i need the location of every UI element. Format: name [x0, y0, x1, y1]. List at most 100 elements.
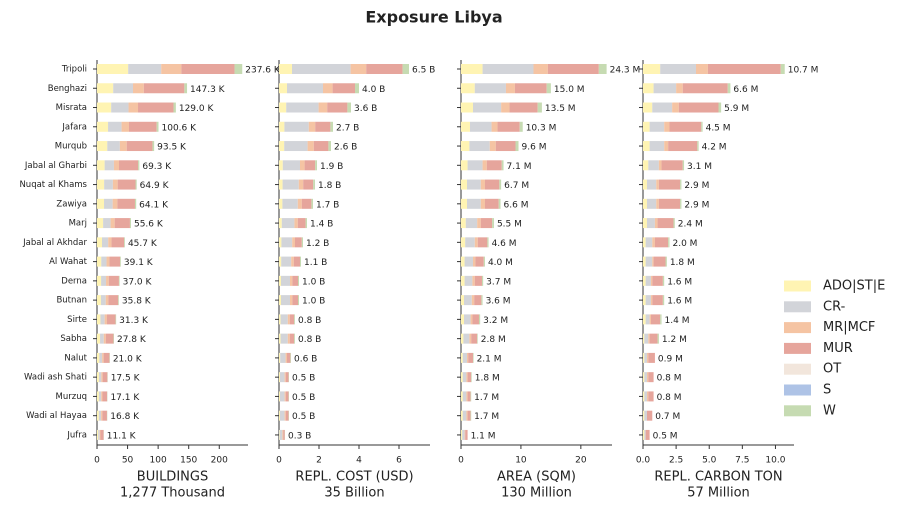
total-label: 2.9 M [684, 181, 709, 191]
bar-segment [103, 352, 110, 363]
bar-segment [470, 410, 472, 421]
bar-segment [680, 179, 682, 190]
bar-segment [280, 410, 285, 421]
bar-segment [643, 160, 649, 171]
bar-segment [697, 141, 699, 152]
bar-segment [643, 237, 646, 248]
bar-segment [100, 295, 106, 306]
bar-segment [643, 64, 661, 74]
bar-segment [462, 391, 467, 402]
bar-segment [643, 275, 646, 286]
bar-segment [300, 256, 301, 267]
bar-segment [466, 372, 468, 383]
bar-segment [113, 160, 120, 171]
bar-segment [120, 256, 121, 267]
bar-segment [97, 275, 102, 286]
bar-segment [467, 391, 471, 402]
bar-segment [97, 333, 101, 344]
total-label: 0.5 B [292, 374, 315, 384]
bar-segment [184, 83, 188, 94]
bar-segment [114, 218, 130, 229]
bar-segment [463, 314, 471, 325]
bar-segment [461, 198, 467, 209]
total-label: 45.7 K [128, 239, 158, 249]
bar-segment [97, 102, 112, 113]
total-label: 0.5 B [292, 393, 315, 403]
bar-segment [305, 218, 307, 229]
total-label: 3.1 M [687, 162, 712, 172]
bar-segment [461, 102, 473, 113]
y-tick-label: Derna [61, 276, 87, 286]
x-tick-label: 150 [180, 456, 197, 466]
bar-segment [97, 83, 114, 94]
bar-segment [461, 333, 464, 344]
bar-segment [469, 141, 490, 152]
total-label: 24.3 M [610, 66, 641, 76]
x-axis-label: BUILDINGS [137, 470, 208, 485]
total-label: 1.4 M [665, 316, 690, 326]
y-tick-label: Zawiya [56, 199, 87, 209]
bar-segment [282, 429, 284, 440]
bar-segment [646, 179, 657, 190]
bar-segment [643, 333, 645, 344]
total-label: 0.8 M [657, 374, 682, 384]
x-tick-label: 0.0 [636, 456, 651, 466]
bar-segment [650, 275, 653, 286]
bar-segment [106, 275, 109, 286]
total-label: 2.0 M [672, 239, 697, 249]
y-tick-label: Al Wahat [49, 257, 88, 267]
bar-segment [643, 179, 647, 190]
bar-segment [99, 429, 101, 440]
bar-segment [143, 83, 185, 94]
bar-segment [468, 352, 473, 363]
bar-segment [279, 102, 287, 113]
bar-segment [487, 237, 489, 248]
bar-segment [290, 295, 293, 306]
bar-segment [112, 198, 118, 209]
bar-segment [461, 256, 465, 267]
total-label: 0.3 B [288, 431, 311, 441]
bar-segment [279, 179, 283, 190]
bar-segment [461, 429, 463, 440]
bar-segment [97, 141, 108, 152]
total-label: 4.2 M [702, 143, 727, 153]
bar-segment [301, 237, 303, 248]
bar-segment [482, 160, 487, 171]
bar-segment [285, 352, 287, 363]
x-tick-label: 100 [150, 456, 167, 466]
bar-segment [515, 141, 519, 152]
bar-segment [289, 314, 295, 325]
bar-segment [701, 121, 703, 132]
total-label: 2.9 M [684, 200, 709, 210]
bar-segment [284, 372, 286, 383]
bar-segment [279, 275, 281, 286]
bar-segment [129, 218, 131, 229]
bar-segment [652, 256, 654, 267]
bar-segment [97, 295, 101, 306]
bar-segment [156, 121, 159, 132]
bar-segment [646, 218, 655, 229]
bar-segment [643, 352, 645, 363]
bar-segment [673, 218, 675, 229]
bar-segment [101, 410, 103, 421]
bar-segment [463, 333, 470, 344]
bar-segment [313, 179, 315, 190]
bar-segment [780, 64, 785, 74]
bar-segment [282, 198, 298, 209]
total-label: 3.7 M [486, 277, 511, 287]
bar-segment [292, 275, 298, 286]
bar-segment [472, 352, 474, 363]
bar-segment [279, 314, 281, 325]
x-tick-label: 7.5 [735, 456, 749, 466]
y-tick-label: Wadi al Hayaa [26, 411, 87, 421]
bar-segment [465, 218, 478, 229]
bar-segment [477, 237, 488, 248]
total-label: 10.3 M [526, 123, 557, 133]
bar-segment [282, 179, 299, 190]
bar-segment [318, 102, 328, 113]
bar-segment [113, 83, 134, 94]
bar-segment [465, 429, 468, 440]
bar-segment [294, 314, 295, 325]
bar-segment [662, 275, 665, 286]
total-label: 6.6 M [733, 85, 758, 95]
